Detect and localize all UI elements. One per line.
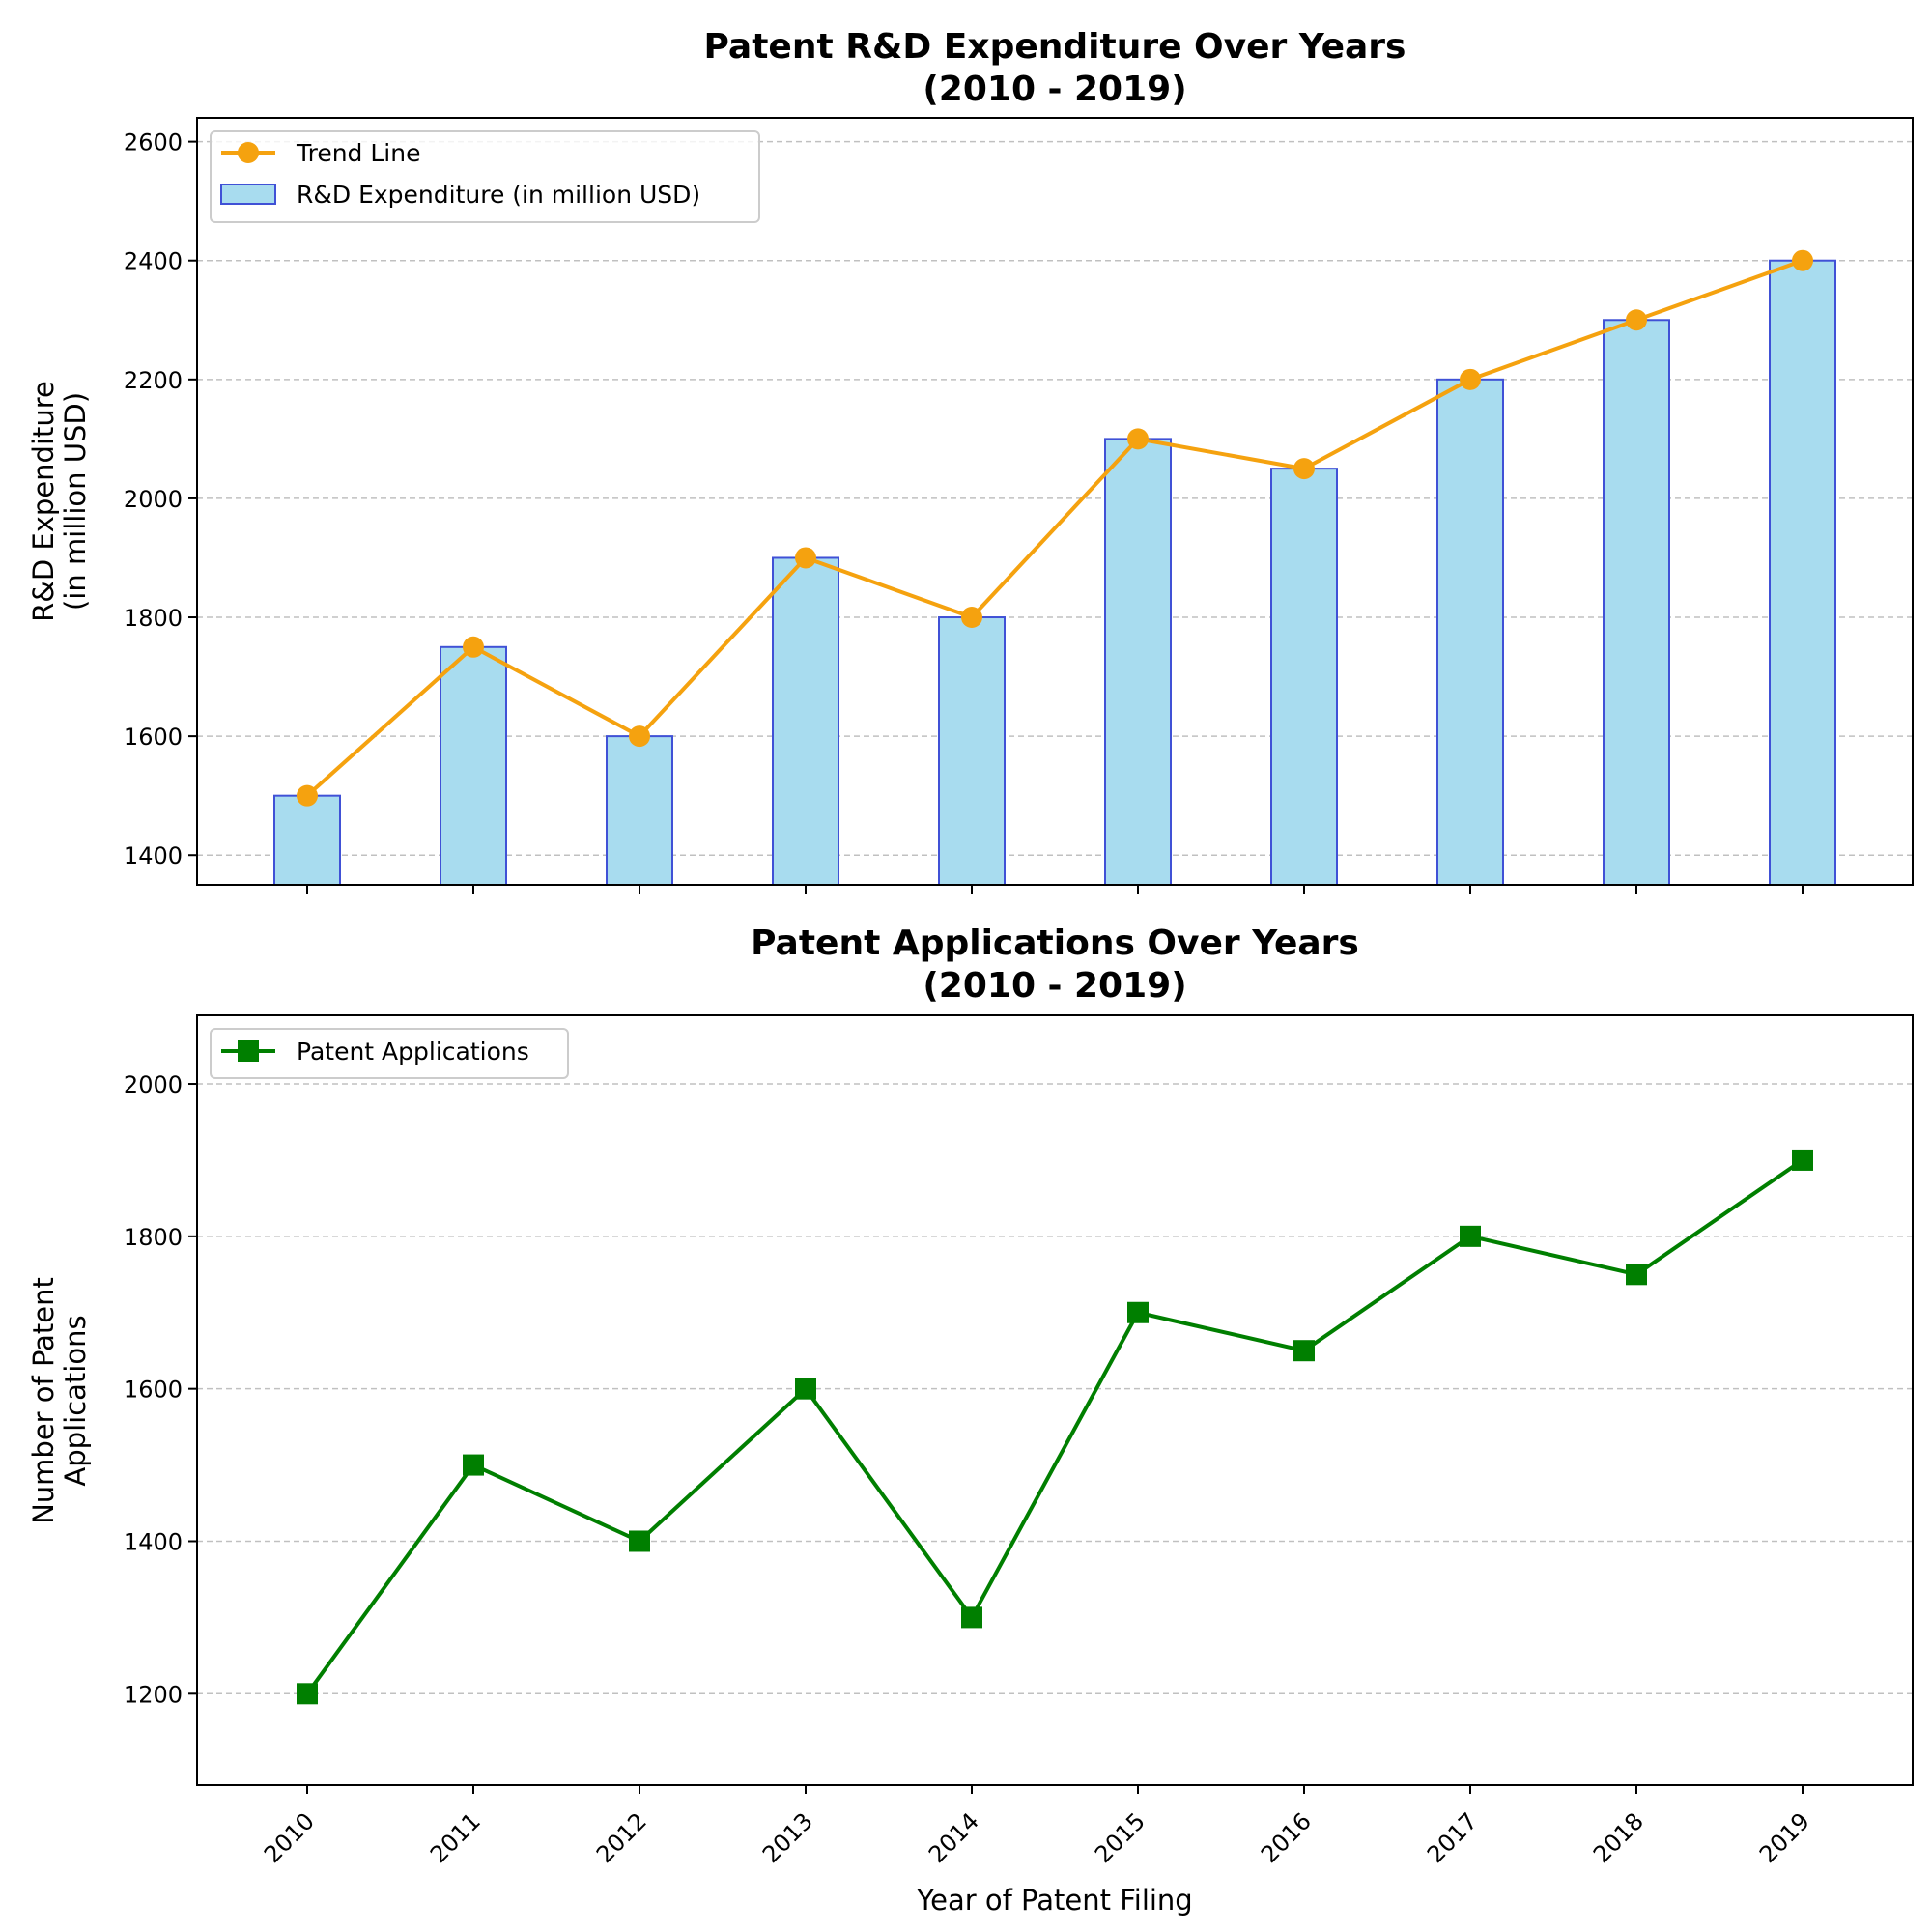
apps-y-axis-label-line1: Number of Patent — [27, 1277, 60, 1524]
point-2011 — [463, 1454, 484, 1476]
y-tick-label: 2000 — [124, 1071, 183, 1098]
rd-y-ticks: 1400 1600 1800 2000 2200 2400 2600 — [124, 129, 197, 869]
x-tick-label: 2015 — [1090, 1807, 1151, 1868]
apps-grid — [197, 1083, 1913, 1695]
y-tick-label: 2000 — [124, 486, 183, 513]
bar-2018 — [1603, 319, 1670, 887]
x-tick-label: 2017 — [1422, 1807, 1483, 1868]
apps-chart-title-line1: Patent Applications Over Years — [751, 923, 1359, 963]
series-line — [305, 258, 1804, 798]
point-2010 — [297, 1683, 318, 1705]
bar-2014 — [938, 616, 1006, 886]
y-tick-label: 2600 — [124, 129, 183, 156]
y-tick-label: 1600 — [124, 1377, 183, 1404]
point-2011 — [463, 636, 484, 658]
rd-legend-trend-label: Trend Line — [296, 139, 420, 167]
apps-legend-swatch-marker — [238, 1040, 259, 1062]
bar-2017 — [1436, 378, 1504, 886]
x-tick-label: 2014 — [923, 1807, 984, 1868]
y-tick-label: 2200 — [124, 367, 183, 394]
point-2014 — [961, 1606, 982, 1629]
point-2012 — [629, 725, 650, 748]
rd-plot-frame — [196, 117, 1914, 886]
y-tick-label: 1200 — [124, 1681, 183, 1708]
patent-applications-chart: Patent Applications Over Years (2010 - 2… — [27, 923, 1914, 1917]
y-tick-label: 2400 — [124, 248, 183, 275]
point-2018 — [1626, 309, 1647, 331]
bar-2019 — [1769, 259, 1836, 886]
rd-legend-trend-swatch-marker — [238, 142, 259, 163]
apps-legend: Patent Applications — [210, 1028, 569, 1079]
x-tick-label: 2018 — [1588, 1807, 1649, 1868]
apps-y-axis-label-line2: Applications — [59, 1315, 92, 1486]
bar-2013 — [772, 556, 839, 886]
bar-2015 — [1104, 438, 1172, 886]
point-2018 — [1626, 1264, 1647, 1286]
point-2016 — [1293, 1340, 1315, 1362]
point-2012 — [629, 1530, 650, 1552]
point-2019 — [1792, 1149, 1813, 1171]
apps-x-ticks: 2010 2011 2012 2013 2014 2015 2016 2017 2018 2019 — [259, 1785, 1815, 1868]
rd-x-ticks — [306, 885, 1804, 894]
series-line — [305, 1158, 1804, 1695]
point-2015 — [1127, 1301, 1149, 1323]
point-2017 — [1460, 1225, 1481, 1247]
y-tick-label: 1800 — [124, 1224, 183, 1251]
apps-x-axis-label: Year of Patent Filing — [916, 1884, 1192, 1917]
point-2013 — [795, 1378, 816, 1400]
apps-legend-label: Patent Applications — [297, 1037, 529, 1065]
y-tick-label: 1600 — [124, 724, 183, 751]
rd-chart-title-line2: (2010 - 2019) — [923, 70, 1186, 109]
x-tick-label: 2016 — [1256, 1807, 1317, 1868]
apps-line — [297, 1149, 1813, 1705]
x-tick-label: 2019 — [1754, 1807, 1815, 1868]
rd-expenditure-chart: Patent R&D Expenditure Over Years (2010 … — [27, 27, 1914, 894]
apps-y-ticks: 1200 1400 1600 1800 2000 — [124, 1071, 197, 1708]
apps-legend-box — [210, 1028, 569, 1079]
point-2019 — [1792, 249, 1813, 271]
rd-y-axis-label-line2: (in million USD) — [59, 392, 92, 611]
rd-chart-title-line1: Patent R&D Expenditure Over Years — [704, 27, 1406, 67]
x-tick-label: 2010 — [259, 1807, 320, 1868]
rd-trend-line — [297, 249, 1813, 807]
apps-chart-title-line2: (2010 - 2019) — [923, 966, 1186, 1006]
bar-2012 — [606, 735, 673, 886]
point-2015 — [1127, 428, 1149, 450]
x-tick-label: 2012 — [591, 1807, 652, 1868]
rd-y-axis-label-line1: R&D Expenditure — [27, 381, 60, 622]
rd-bars — [273, 259, 1836, 887]
rd-legend-box — [210, 130, 760, 223]
point-2010 — [297, 784, 318, 807]
y-tick-label: 1400 — [124, 842, 183, 869]
bar-2016 — [1270, 468, 1338, 886]
bar-2011 — [440, 645, 507, 887]
bar-2010 — [273, 794, 341, 887]
rd-legend-bar-label: R&D Expenditure (in million USD) — [297, 181, 700, 209]
rd-legend-bar-swatch — [220, 184, 276, 205]
point-2014 — [961, 607, 982, 629]
y-tick-label: 1800 — [124, 605, 183, 632]
point-2013 — [795, 547, 816, 569]
rd-legend: Trend Line R&D Expenditure (in million U… — [210, 130, 760, 223]
x-tick-label: 2013 — [757, 1807, 818, 1868]
apps-plot-frame — [196, 1014, 1914, 1786]
point-2017 — [1460, 368, 1481, 390]
y-tick-label: 1400 — [124, 1528, 183, 1555]
x-tick-label: 2011 — [425, 1807, 486, 1868]
point-2016 — [1293, 458, 1315, 480]
